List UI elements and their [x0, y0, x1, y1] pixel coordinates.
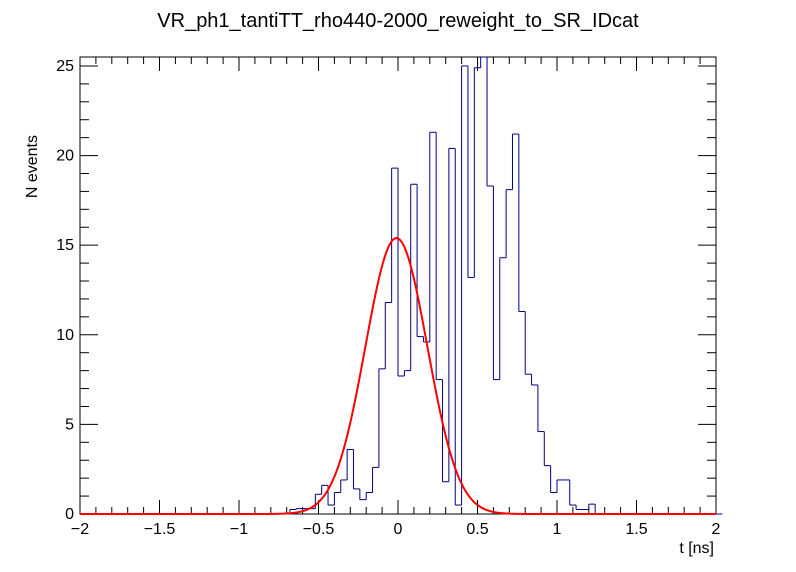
x-tick-label: 0: [394, 521, 403, 538]
y-tick-label: 15: [56, 237, 74, 254]
x-tick-label: −0.5: [303, 521, 335, 538]
y-axis-label: N events: [24, 135, 41, 198]
y-tick-label: 10: [56, 327, 74, 344]
y-tick-label: 0: [65, 506, 74, 523]
y-axis: 0 5 10 15 20 25: [56, 58, 716, 523]
x-tick-label: −1.5: [144, 521, 176, 538]
y-tick-label: 25: [56, 58, 74, 75]
x-axis: −2 −1.5 −1 −0.5 0 0.5 1 1.5 2: [71, 57, 721, 538]
x-tick-label: −1: [230, 521, 248, 538]
x-axis-label: t [ns]: [679, 540, 714, 557]
x-tick-label: 1.5: [625, 521, 647, 538]
x-tick-label: 0.5: [466, 521, 488, 538]
gaussian-fit-curve: [80, 236, 716, 515]
chart-title: VR_ph1_tantiTT_rho440-2000_reweight_to_S…: [157, 10, 639, 32]
x-tick-label: −2: [71, 521, 89, 538]
y-tick-label: 5: [65, 416, 74, 433]
x-tick-label: 1: [553, 521, 562, 538]
x-tick-label: 2: [712, 521, 721, 538]
y-tick-label: 20: [56, 148, 74, 165]
